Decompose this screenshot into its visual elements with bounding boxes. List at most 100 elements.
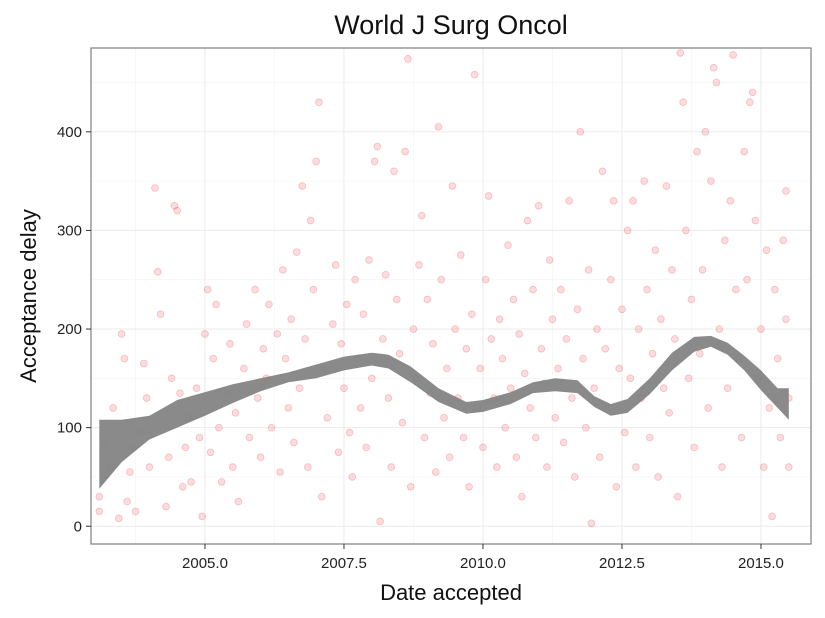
data-point <box>693 147 701 156</box>
data-point <box>601 344 610 353</box>
data-point <box>615 364 623 373</box>
data-point <box>762 246 771 254</box>
data-point <box>784 463 793 471</box>
data-point <box>351 275 359 284</box>
data-point <box>231 409 240 417</box>
data-point <box>634 325 643 333</box>
data-point <box>626 374 635 383</box>
data-point <box>365 256 373 264</box>
data-point <box>565 197 573 205</box>
data-point <box>434 123 443 131</box>
data-point <box>306 216 315 225</box>
data-point <box>679 98 687 107</box>
data-point <box>726 197 735 205</box>
data-point <box>515 330 523 338</box>
data-point <box>609 197 618 205</box>
data-point <box>657 315 665 323</box>
data-point <box>170 201 179 210</box>
data-point <box>451 325 459 333</box>
data-point <box>623 226 632 235</box>
data-point <box>329 320 337 328</box>
data-point <box>746 98 754 107</box>
data-point <box>765 404 774 412</box>
data-point <box>570 473 579 481</box>
data-point <box>173 206 181 215</box>
data-point <box>523 216 532 225</box>
data-point <box>404 55 412 63</box>
data-point <box>545 256 554 264</box>
data-point <box>301 335 309 343</box>
data-point <box>198 512 206 521</box>
data-point <box>512 453 521 462</box>
data-point <box>209 354 218 363</box>
data-point <box>504 241 512 250</box>
x-tick-label: 2015.0 <box>738 555 784 572</box>
data-point <box>323 413 332 422</box>
data-point <box>562 335 571 343</box>
data-point <box>206 448 215 457</box>
data-point <box>387 463 396 471</box>
data-point <box>659 384 668 392</box>
data-point <box>156 310 165 319</box>
data-point <box>721 236 729 245</box>
data-point <box>165 453 173 462</box>
data-point <box>276 468 284 476</box>
smooth-band <box>99 335 789 489</box>
data-point <box>673 492 682 501</box>
data-point <box>582 423 590 432</box>
data-point <box>348 473 357 481</box>
data-point <box>256 453 265 462</box>
data-point <box>126 468 134 476</box>
data-point <box>531 433 540 442</box>
data-point <box>440 413 448 422</box>
data-point <box>470 70 479 79</box>
data-point <box>568 394 576 402</box>
data-point <box>390 167 398 176</box>
data-point <box>465 483 473 491</box>
data-points <box>95 49 793 528</box>
data-point <box>782 187 790 195</box>
data-point <box>167 374 176 383</box>
data-point <box>557 285 565 294</box>
data-point <box>712 78 721 87</box>
data-point <box>151 184 159 192</box>
data-point <box>495 315 504 323</box>
data-point <box>212 300 220 309</box>
data-point <box>493 463 501 471</box>
data-point <box>696 349 704 358</box>
data-point <box>240 364 248 373</box>
data-point <box>367 374 376 383</box>
data-point <box>176 389 184 397</box>
data-point <box>584 266 593 274</box>
panel-border <box>90 47 812 545</box>
data-point <box>437 275 446 284</box>
data-point <box>759 463 768 471</box>
x-axis-title: Date accepted <box>380 580 522 605</box>
data-point <box>242 320 251 328</box>
data-point <box>359 310 368 319</box>
data-point <box>690 443 699 452</box>
data-point <box>192 384 201 392</box>
data-point <box>640 177 649 185</box>
data-point <box>153 268 162 276</box>
data-point <box>279 266 287 274</box>
data-point <box>228 463 237 471</box>
data-point <box>632 463 640 471</box>
grid-lines <box>91 48 811 544</box>
data-point <box>203 285 212 294</box>
data-point <box>729 51 737 59</box>
data-point <box>340 384 348 392</box>
data-point <box>648 349 657 358</box>
data-point <box>456 251 465 259</box>
data-point <box>709 63 718 72</box>
data-point <box>95 507 104 516</box>
data-point <box>748 88 757 97</box>
data-point <box>379 335 387 343</box>
data-point <box>773 354 782 363</box>
data-point <box>381 270 390 279</box>
data-point <box>498 354 507 363</box>
data-point <box>253 394 262 402</box>
data-point <box>579 354 587 363</box>
